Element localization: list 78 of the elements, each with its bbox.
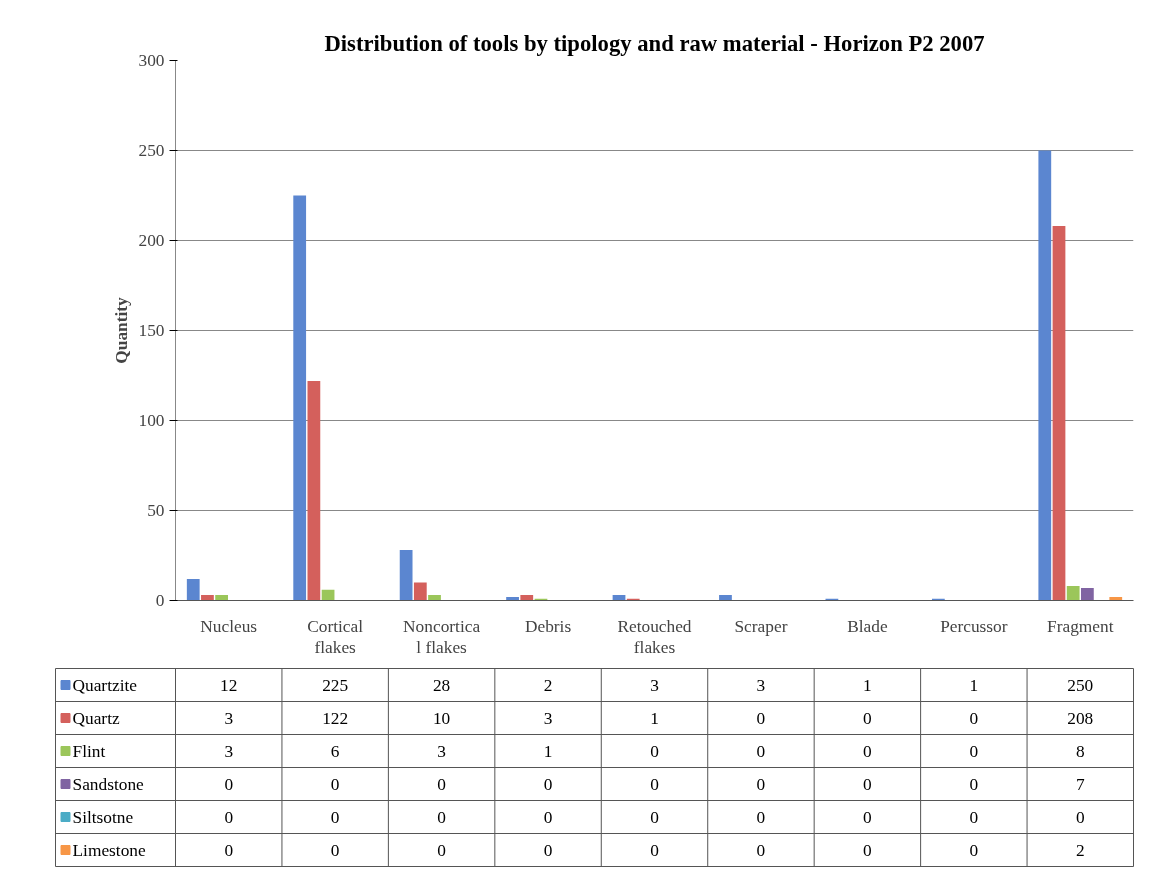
data-label: 0 [756,840,766,860]
x-tick-label: Percussor [940,616,1008,636]
data-label: 0 [756,774,766,794]
data-label: 1 [969,675,979,695]
data-label: 10 [432,708,451,728]
x-tick-label: Nucleus [200,616,258,636]
data-label: 0 [863,774,872,794]
data-label: 3 [543,708,553,728]
data-label: 0 [224,840,234,860]
data-label: 0 [969,708,979,728]
data-label: 1 [650,708,659,728]
data-label: 3 [224,708,234,728]
data-label: 0 [756,807,766,827]
data-label: 12 [220,675,238,695]
data-label: 1 [543,741,553,761]
data-label: 0 [650,807,659,827]
data-label: 0 [863,708,872,728]
data-label: 0 [543,807,553,827]
legend-label: Sandstone [72,774,145,794]
chart-title: Distribution of tools by tipology and raw material - Horizon P2 2007 [324,30,985,56]
data-label: 3 [756,675,766,695]
legend-label: Quartz [72,708,120,728]
y-tick-label: 200 [138,231,165,250]
data-label: 0 [224,807,234,827]
data-label: 0 [437,774,446,794]
data-label: 0 [863,807,872,827]
x-tick-label: Blade [847,616,888,636]
data-label: 3 [224,741,234,761]
data-label: 6 [330,741,340,761]
data-label: 0 [650,774,659,794]
data-label: 0 [330,774,340,794]
x-tick-label: Scraper [734,616,788,636]
data-label: 0 [969,741,979,761]
legend-label: Flint [72,741,106,761]
data-label: 0 [543,774,553,794]
data-label: 3 [437,741,446,761]
data-label: 208 [1067,708,1094,728]
y-tick-label: 300 [138,51,165,70]
y-axis-title: Quantity [111,296,131,364]
data-label: 2 [1075,840,1085,860]
y-tick-label: 50 [147,501,165,520]
data-label: 0 [756,741,766,761]
y-tick-label: 250 [138,141,165,160]
data-label: 7 [1075,774,1085,794]
x-tick-label: Debris [524,616,572,636]
data-label: 8 [1075,741,1085,761]
data-label: 0 [969,774,979,794]
data-label: 28 [432,675,451,695]
y-tick-label: 100 [138,411,165,430]
y-tick-label: 0 [155,591,165,610]
x-tick-label: Fragment [1047,616,1114,636]
data-label: 0 [863,840,872,860]
data-label: 0 [224,774,234,794]
data-label: 0 [437,840,446,860]
data-label: 122 [322,708,349,728]
data-label: 225 [322,675,349,695]
data-label: 0 [330,807,340,827]
data-label: 0 [1075,807,1085,827]
x-tick-label: Cortical flakes [307,616,364,658]
x-tick-label: Noncortica l flakes [403,616,481,658]
data-label: 250 [1067,675,1094,695]
x-tick-label: Retouched flakes [617,616,692,658]
legend-label: Limestone [72,840,146,860]
y-tick-label: 150 [138,321,165,340]
legend-label: Quartzite [72,675,138,695]
data-label: 0 [650,840,659,860]
data-label: 0 [543,840,553,860]
data-label: 0 [650,741,659,761]
data-label: 3 [650,675,659,695]
data-label: 0 [969,807,979,827]
data-label: 0 [330,840,340,860]
legend-label: Siltsotne [72,807,134,827]
data-label: 0 [756,708,766,728]
data-label: 0 [969,840,979,860]
data-label: 0 [863,741,872,761]
data-label: 0 [437,807,446,827]
data-label: 1 [863,675,872,695]
data-label: 2 [543,675,553,695]
